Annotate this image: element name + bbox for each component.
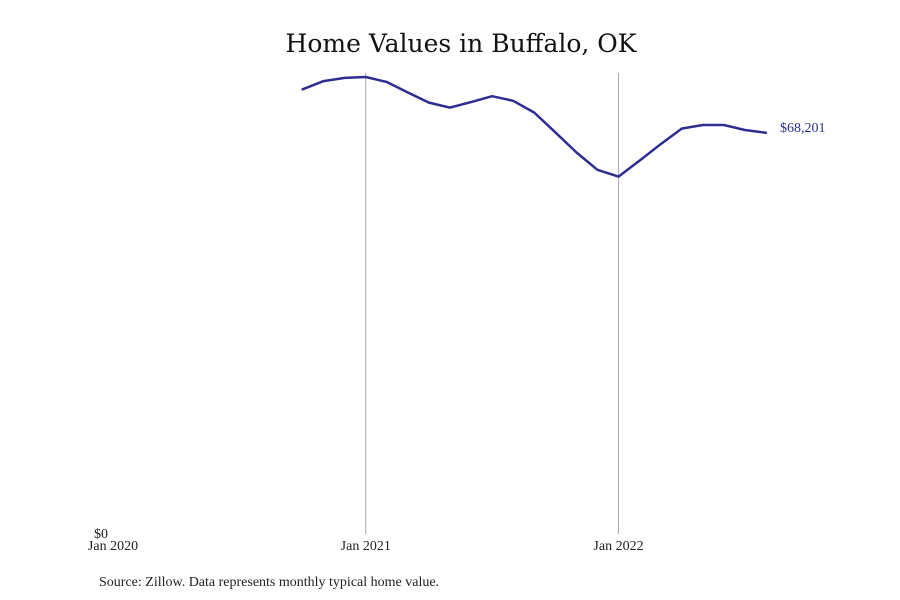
end-value-label: $68,201	[780, 121, 826, 136]
y-tick-label: $0	[94, 527, 108, 542]
chart-title: Home Values in Buffalo, OK	[286, 29, 638, 58]
x-tick-label: Jan 2020	[88, 539, 138, 554]
label-layer: Jan 2020 Jan 2021 Jan 2022 $0 $68,201	[88, 121, 826, 554]
x-tick-label: Jan 2021	[341, 539, 391, 554]
x-tick-label: Jan 2022	[593, 539, 643, 554]
source-note: Source: Zillow. Data represents monthly …	[99, 575, 439, 590]
series-layer	[301, 75, 768, 178]
grid-layer	[365, 73, 619, 534]
series-line	[301, 75, 768, 178]
